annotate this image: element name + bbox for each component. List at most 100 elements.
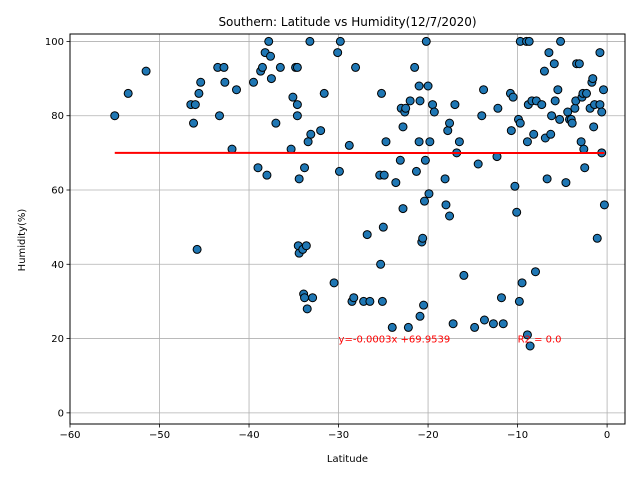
data-point [488, 319, 498, 329]
data-point [292, 62, 302, 72]
data-point [479, 315, 489, 325]
data-point [189, 118, 199, 128]
data-point [415, 311, 425, 321]
data-point [329, 278, 339, 288]
data-point [561, 178, 571, 188]
data-point [214, 111, 224, 121]
data-point [549, 59, 559, 69]
data-point [580, 163, 590, 173]
data-point [110, 111, 120, 121]
data-point [529, 129, 539, 139]
x-axis-label: Latitude [327, 454, 368, 465]
x-tick-label: −10 [507, 430, 528, 441]
data-point [414, 137, 424, 147]
data-point [595, 100, 605, 110]
data-point [349, 293, 359, 303]
data-point [378, 222, 388, 232]
data-point [570, 103, 580, 113]
data-point [376, 259, 386, 269]
data-point [196, 77, 206, 87]
data-point [429, 107, 439, 117]
data-point [365, 296, 375, 306]
y-axis-label: Humidity(%) [17, 209, 28, 272]
y-tick-label: 80 [51, 111, 64, 122]
data-point [423, 81, 433, 91]
data-point [555, 114, 565, 124]
data-point [335, 36, 345, 46]
data-point [414, 81, 424, 91]
data-point [334, 166, 344, 176]
data-point [305, 36, 315, 46]
x-tick-label: −50 [149, 430, 170, 441]
data-point [379, 170, 389, 180]
data-point [473, 159, 483, 169]
data-point [517, 278, 527, 288]
data-point [542, 174, 552, 184]
data-point [589, 122, 599, 132]
axis-ticks: −60 −50 −40 −30 −20 −10 0 0 20 40 60 80 100 [45, 37, 610, 441]
y-tick-label: 100 [45, 37, 64, 48]
x-tick-label: −30 [328, 430, 349, 441]
data-point [470, 322, 480, 332]
data-point [496, 293, 506, 303]
data-point [574, 59, 584, 69]
data-point [477, 111, 487, 121]
data-point [508, 92, 518, 102]
data-point [308, 293, 318, 303]
data-point [420, 155, 430, 165]
data-point [498, 319, 508, 329]
data-point [141, 66, 151, 76]
data-point [377, 88, 387, 98]
data-point [262, 170, 272, 180]
data-point [123, 88, 133, 98]
data-point [232, 85, 241, 95]
data-point [266, 74, 276, 84]
data-point [595, 48, 605, 58]
data-point [419, 196, 429, 206]
data-points [110, 36, 609, 351]
data-point [443, 126, 453, 136]
x-tick-label: 0 [604, 430, 610, 441]
data-point [319, 88, 329, 98]
data-point [550, 96, 560, 106]
data-point [522, 330, 532, 340]
data-point [459, 270, 469, 280]
data-point [410, 62, 420, 72]
y-tick-label: 60 [51, 186, 64, 197]
x-tick-label: −20 [418, 430, 439, 441]
data-point [415, 96, 425, 106]
data-point [418, 233, 428, 243]
data-point [395, 155, 405, 165]
x-tick-label: −60 [59, 430, 80, 441]
data-point [333, 48, 343, 58]
data-point [450, 100, 460, 110]
data-point [192, 244, 202, 254]
y-tick-label: 40 [51, 260, 64, 271]
data-point [381, 137, 391, 147]
data-point [592, 233, 602, 243]
r-squared-label: R2 = 0.0 [518, 335, 562, 346]
data-point [220, 77, 230, 87]
chart-title: Southern: Latitude vs Humidity(12/7/2020… [218, 15, 476, 29]
x-tick-label: −40 [238, 430, 259, 441]
data-point [588, 74, 598, 84]
data-point [403, 322, 413, 332]
data-point [599, 85, 609, 95]
data-point [547, 111, 557, 121]
regression-equation: y=-0.0003x +69.9539 [339, 335, 451, 346]
data-point [257, 62, 267, 72]
data-point [271, 118, 281, 128]
data-point [362, 230, 372, 240]
data-point [515, 118, 525, 128]
data-point [387, 322, 397, 332]
data-point [524, 36, 534, 46]
data-point [506, 126, 516, 136]
data-point [351, 62, 361, 72]
data-point [190, 100, 200, 110]
data-point [448, 319, 458, 329]
data-point [522, 137, 532, 147]
data-point [249, 77, 259, 87]
data-point [599, 200, 609, 210]
data-point [275, 62, 285, 72]
